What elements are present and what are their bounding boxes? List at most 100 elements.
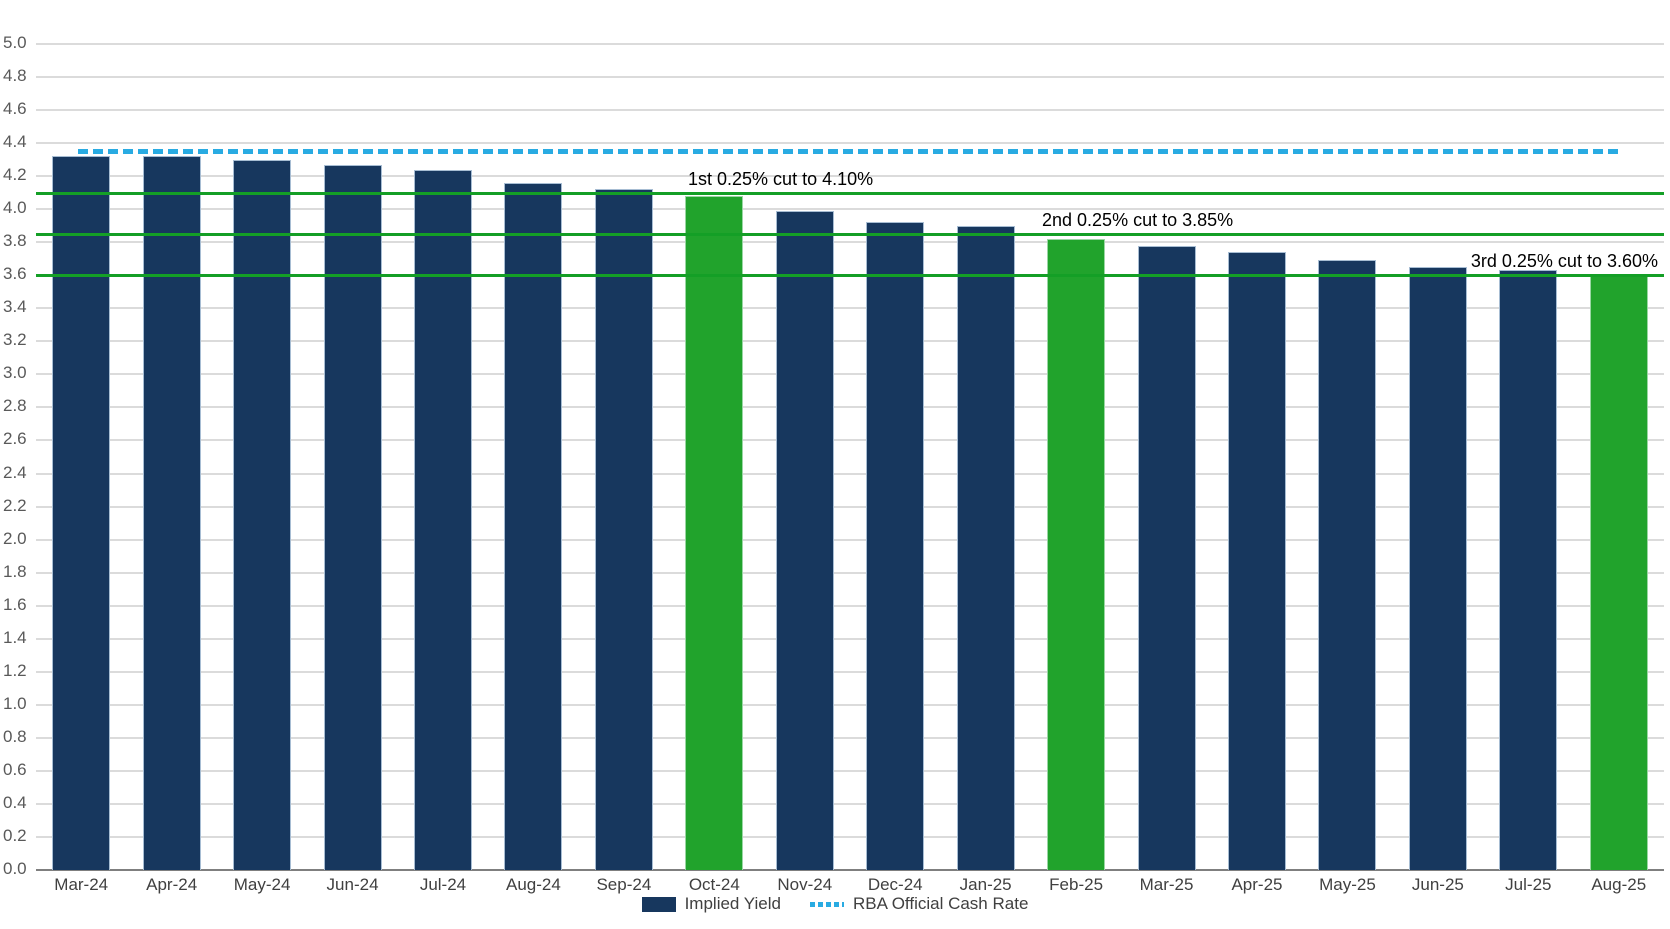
gridline-1.4 [36,637,1664,640]
gridline-2.6 [36,439,1664,442]
bar-May-24 [233,159,292,870]
bar-Jul-25 [1499,270,1558,870]
bar-Jul-24 [414,169,472,870]
x-tick-label-Mar-24: Mar-24 [54,875,109,894]
gridline-0.6 [36,769,1664,772]
y-tick-label-1.4: 1.4 [3,627,27,647]
y-tick-label-0.8: 0.8 [3,726,27,746]
x-tick-label-May-25: May-25 [1319,875,1376,894]
gridline-1.0 [36,703,1664,706]
y-tick-label-3.4: 3.4 [3,297,27,317]
x-tick-label-Jul-25: Jul-25 [1505,875,1552,894]
y-tick-label-0.6: 0.6 [3,759,27,779]
annotation-cut-1: 1st 0.25% cut to 4.10% [688,168,874,189]
x-tick-label-Jun-24: Jun-24 [326,875,379,894]
y-tick-label-1.2: 1.2 [3,660,27,680]
gridline-3.0 [36,373,1664,376]
y-tick-label-2.6: 2.6 [3,429,27,449]
y-tick-label-2.2: 2.2 [3,495,27,515]
gridline-2.8 [36,406,1664,409]
gridline-2.0 [36,538,1664,541]
gridline-1.8 [36,571,1664,574]
reference-line-4.10 [36,191,1664,195]
y-tick-label-4.2: 4.2 [3,165,27,185]
x-tick-label-Oct-24: Oct-24 [688,875,740,894]
x-tick-label-Mar-25: Mar-25 [1139,875,1194,894]
legend-label-implied-yield: Implied Yield [684,894,781,913]
gridline-2.2 [36,505,1664,508]
annotation-cut-3: 3rd 0.25% cut to 3.60% [1470,251,1658,272]
reference-line-3.85 [36,232,1664,236]
bar-Apr-25 [1228,252,1286,870]
y-tick-label-4.4: 4.4 [3,132,27,152]
x-tick-label-Apr-24: Apr-24 [146,875,198,894]
bar-Jun-25 [1408,267,1467,870]
x-tick-label-Jan-25: Jan-25 [959,875,1012,894]
gridline-4.4 [36,142,1664,145]
y-tick-label-5.0: 5.0 [3,33,27,52]
y-tick-label-3.6: 3.6 [3,264,27,284]
gridline-2.4 [36,472,1664,475]
y-tick-label-1.6: 1.6 [3,594,27,614]
y-tick-label-2.0: 2.0 [3,528,27,548]
x-tick-label-Dec-24: Dec-24 [867,875,923,894]
bar-Aug-25 [1589,275,1648,870]
y-tick-label-4.8: 4.8 [3,66,27,86]
y-tick-label-1.8: 1.8 [3,561,27,581]
legend-dash-sample-rba-cash-rate [809,901,844,907]
y-tick-label-2.4: 2.4 [3,462,27,482]
x-tick-label-Sep-24: Sep-24 [596,875,652,894]
y-tick-label-3.8: 3.8 [3,231,27,251]
gridline-0.4 [36,802,1664,805]
gridline-0.8 [36,736,1664,739]
bar-Apr-24 [142,156,201,870]
y-tick-label-1.0: 1.0 [3,693,27,713]
reference-line-3.60 [36,274,1664,278]
gridline-4.6 [36,109,1664,112]
gridline-4.0 [36,208,1664,211]
x-axis-line [36,869,1664,871]
bar-Nov-24 [775,210,834,870]
x-tick-label-Jun-25: Jun-25 [1411,875,1464,894]
y-tick-label-3.0: 3.0 [3,363,27,383]
x-tick-label-May-24: May-24 [233,875,291,894]
gridline-0.2 [36,835,1664,838]
rba-cash-rate-line [78,149,1623,155]
legend-label-rba-cash-rate: RBA Official Cash Rate [852,894,1029,913]
bar-Jan-25 [956,225,1015,870]
x-tick-label-Aug-25: Aug-25 [1591,875,1647,894]
gridline-1.6 [36,604,1664,607]
x-tick-label-Aug-24: Aug-24 [506,875,561,894]
bar-Dec-24 [866,222,925,870]
y-tick-label-0.4: 0.4 [3,792,27,812]
gridline-3.2 [36,340,1664,343]
legend-swatch-implied-yield [641,896,676,912]
y-tick-label-2.8: 2.8 [3,396,27,416]
legend: Implied Yield RBA Official Cash Rate [0,892,1670,916]
x-tick-label-Nov-24: Nov-24 [777,875,833,894]
y-tick-label-3.2: 3.2 [3,330,27,350]
y-tick-label-4.0: 4.0 [3,198,27,218]
bar-Feb-25 [1047,238,1106,870]
y-tick-label-4.6: 4.6 [3,99,27,119]
gridline-5.0 [36,43,1664,45]
gridline-4.8 [36,76,1664,79]
bar-Oct-24 [685,195,744,870]
bar-Sep-24 [594,189,653,870]
annotation-cut-2: 2nd 0.25% cut to 3.85% [1042,209,1234,230]
bar-Jun-24 [323,164,382,870]
bar-Mar-25 [1137,245,1196,870]
bar-Mar-24 [52,156,111,870]
x-tick-label-Jul-24: Jul-24 [419,875,467,894]
gridline-3.4 [36,307,1664,310]
x-tick-label-Feb-25: Feb-25 [1049,875,1104,894]
x-tick-label-Apr-25: Apr-25 [1231,875,1283,894]
y-tick-label-0.0: 0.0 [3,859,27,878]
gridline-3.8 [36,241,1664,244]
y-tick-label-0.2: 0.2 [3,825,27,845]
gridline-4.2 [36,175,1664,178]
bar-May-25 [1318,260,1377,870]
gridline-1.2 [36,670,1664,673]
bar-Aug-24 [504,182,563,870]
